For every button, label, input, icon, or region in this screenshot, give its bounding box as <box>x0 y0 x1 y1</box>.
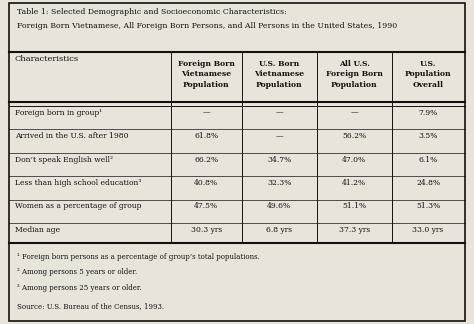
Text: Foreign Born Vietnamese, All Foreign Born Persons, and All Persons in the United: Foreign Born Vietnamese, All Foreign Bor… <box>17 22 397 30</box>
Text: 66.2%: 66.2% <box>194 156 219 164</box>
Text: —: — <box>275 132 283 140</box>
Text: Median age: Median age <box>15 226 60 234</box>
Text: 41.2%: 41.2% <box>342 179 366 187</box>
Text: 51.3%: 51.3% <box>416 202 440 211</box>
Text: 56.2%: 56.2% <box>342 132 366 140</box>
Text: Arrived in the U.S. after 1980: Arrived in the U.S. after 1980 <box>15 132 128 140</box>
Text: 61.8%: 61.8% <box>194 132 219 140</box>
Text: Foreign born in group¹: Foreign born in group¹ <box>15 109 102 117</box>
Text: 34.7%: 34.7% <box>267 156 291 164</box>
Text: Table 1: Selected Demographic and Socioeconomic Characteristics:: Table 1: Selected Demographic and Socioe… <box>17 8 286 16</box>
Text: Don’t speak English well²: Don’t speak English well² <box>15 156 113 164</box>
Text: U.S.
Population
Overall: U.S. Population Overall <box>405 60 451 89</box>
Text: 30.3 yrs: 30.3 yrs <box>191 226 222 234</box>
Text: U.S. Born
Vietnamese
Population: U.S. Born Vietnamese Population <box>254 60 304 89</box>
Text: ¹ Foreign born persons as a percentage of group’s total populations.: ¹ Foreign born persons as a percentage o… <box>17 253 259 261</box>
Text: Characteristics: Characteristics <box>14 55 78 63</box>
Text: 32.3%: 32.3% <box>267 179 292 187</box>
Text: 51.1%: 51.1% <box>342 202 366 211</box>
Text: ³ Among persons 25 years or older.: ³ Among persons 25 years or older. <box>17 284 141 292</box>
Text: 6.1%: 6.1% <box>419 156 438 164</box>
Text: Less than high school education³: Less than high school education³ <box>15 179 142 187</box>
Text: 3.5%: 3.5% <box>419 132 438 140</box>
Text: 7.9%: 7.9% <box>419 109 438 117</box>
Text: 49.6%: 49.6% <box>267 202 291 211</box>
Text: 6.8 yrs: 6.8 yrs <box>266 226 292 234</box>
Text: Foreign Born
Vietnamese
Population: Foreign Born Vietnamese Population <box>178 60 235 89</box>
Text: Source: U.S. Bureau of the Census, 1993.: Source: U.S. Bureau of the Census, 1993. <box>17 303 164 311</box>
Text: ² Among persons 5 years or older.: ² Among persons 5 years or older. <box>17 268 137 276</box>
Text: 37.3 yrs: 37.3 yrs <box>338 226 370 234</box>
Text: 24.8%: 24.8% <box>416 179 440 187</box>
Text: Women as a percentage of group: Women as a percentage of group <box>15 202 142 211</box>
Text: —: — <box>350 109 358 117</box>
Text: —: — <box>202 109 210 117</box>
Text: —: — <box>275 109 283 117</box>
Text: 40.8%: 40.8% <box>194 179 219 187</box>
Text: 47.0%: 47.0% <box>342 156 366 164</box>
Text: 33.0 yrs: 33.0 yrs <box>412 226 444 234</box>
Text: All U.S.
Foreign Born
Population: All U.S. Foreign Born Population <box>326 60 383 89</box>
Text: 47.5%: 47.5% <box>194 202 219 211</box>
